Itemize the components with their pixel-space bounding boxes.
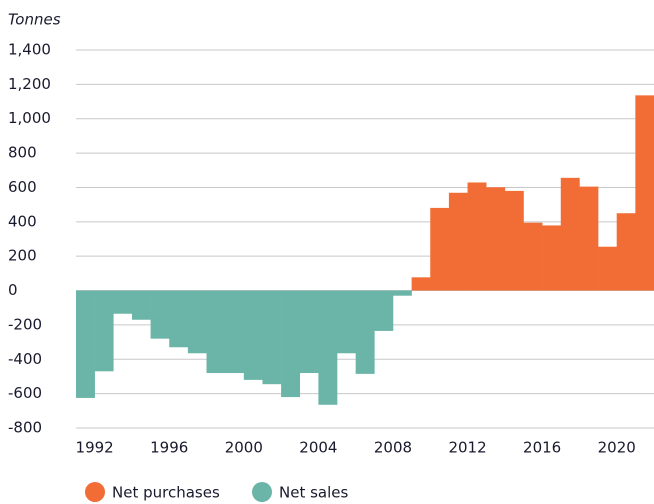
bar xyxy=(281,290,301,398)
y-tick-label: 1,400 xyxy=(8,41,51,59)
x-tick-label: 1992 xyxy=(76,439,114,457)
bar xyxy=(113,290,133,314)
legend-swatch xyxy=(85,482,105,502)
bar xyxy=(430,207,450,291)
x-tick-label: 1996 xyxy=(150,439,188,457)
bar xyxy=(225,290,245,374)
x-tick-label: 2000 xyxy=(225,439,263,457)
bar xyxy=(635,95,654,291)
bar xyxy=(131,290,151,320)
y-tick-label: 1,000 xyxy=(8,109,51,127)
bar xyxy=(355,290,375,374)
x-tick-label: 2008 xyxy=(374,439,412,457)
bar xyxy=(448,192,468,291)
bar xyxy=(504,190,524,291)
bar xyxy=(187,290,207,354)
y-axis-label: Tonnes xyxy=(8,11,61,29)
x-tick-label: 2004 xyxy=(299,439,337,457)
x-tick-label: 2016 xyxy=(523,439,561,457)
bar xyxy=(337,290,356,354)
y-tick-label: 200 xyxy=(8,247,37,265)
bar xyxy=(169,290,189,348)
y-tick-label: -400 xyxy=(8,350,42,368)
bar xyxy=(299,290,319,374)
bar xyxy=(467,182,487,291)
legend-label: Net sales xyxy=(279,484,349,502)
bar xyxy=(262,290,282,385)
y-tick-label: 400 xyxy=(8,212,37,230)
x-tick-label: 2012 xyxy=(448,439,486,457)
bar xyxy=(560,177,580,291)
bar xyxy=(94,290,114,372)
legend-label: Net purchases xyxy=(112,484,220,502)
y-tick-label: 1,200 xyxy=(8,75,51,93)
bar xyxy=(598,246,618,291)
y-tick-label: 800 xyxy=(8,144,37,162)
bar xyxy=(411,277,431,291)
bar xyxy=(392,290,412,296)
y-tick-label: 0 xyxy=(8,281,18,299)
bar xyxy=(579,186,599,291)
bar xyxy=(486,187,506,291)
bar xyxy=(374,290,394,331)
y-tick-label: 600 xyxy=(8,178,37,196)
bar xyxy=(542,225,562,291)
bar xyxy=(206,290,226,374)
x-tick-label: 2020 xyxy=(598,439,636,457)
bar xyxy=(150,290,170,339)
y-tick-label: -200 xyxy=(8,315,42,333)
bar xyxy=(243,290,263,380)
bar xyxy=(523,222,543,291)
bar xyxy=(318,290,338,405)
y-tick-label: -800 xyxy=(8,419,42,437)
bar xyxy=(76,290,95,398)
legend-swatch xyxy=(252,482,272,502)
bar xyxy=(616,213,636,291)
y-tick-label: -600 xyxy=(8,384,42,402)
